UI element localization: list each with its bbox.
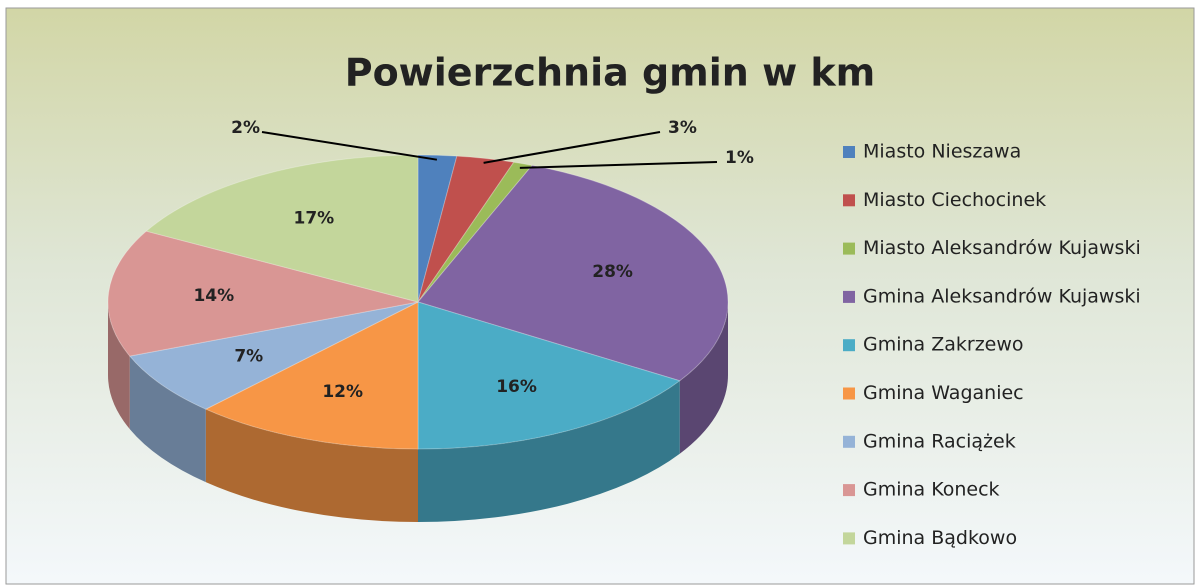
pie-slice — [417, 301, 681, 450]
data-label: 14% — [193, 286, 234, 306]
legend-label: Miasto Ciechocinek — [863, 189, 1046, 211]
legend-label: Miasto Aleksandrów Kujawski — [863, 237, 1141, 259]
pie-slice-side — [679, 302, 728, 454]
pie-slice-side — [205, 409, 418, 522]
data-label: 7% — [234, 347, 263, 367]
leader-line — [261, 131, 438, 161]
pie-slice — [204, 301, 419, 450]
leader-line — [519, 161, 718, 169]
legend-swatch — [843, 387, 855, 400]
legend-label: Gmina Waganiec — [863, 382, 1024, 404]
data-label: 12% — [322, 382, 363, 402]
pie-slice — [417, 161, 534, 303]
pie-slice — [417, 155, 515, 303]
legend-label: Miasto Nieszawa — [863, 141, 1021, 163]
pie-slice — [128, 301, 419, 410]
data-label: 2% — [231, 118, 260, 138]
data-label: 3% — [668, 118, 697, 138]
legend-label: Gmina Aleksandrów Kujawski — [863, 285, 1141, 307]
legend-swatch — [843, 532, 855, 545]
pie-slice — [145, 154, 419, 303]
data-label: 1% — [725, 148, 754, 168]
legend-label: Gmina Koneck — [863, 479, 1000, 501]
legend-swatch — [843, 242, 855, 255]
legend-label: Gmina Bądkowo — [863, 527, 1017, 549]
legend-label: Gmina Zakrzewo — [863, 334, 1024, 356]
chart-title: Powierzchnia gmin w km — [345, 51, 876, 95]
pie-slice-side — [129, 356, 206, 483]
data-label: 16% — [496, 377, 537, 397]
pie-slice — [417, 154, 458, 303]
legend-swatch — [843, 484, 855, 497]
pie-slice-side — [418, 380, 680, 522]
data-label: 17% — [293, 208, 334, 228]
data-label: 28% — [592, 262, 633, 282]
legend-swatch — [843, 194, 855, 207]
legend-swatch — [843, 290, 855, 303]
pie-slice — [417, 164, 729, 382]
pie-slice — [107, 230, 419, 357]
legend-swatch — [843, 435, 855, 448]
legend-swatch — [843, 339, 855, 352]
pie-slice-side — [108, 302, 130, 430]
legend-label: Gmina Raciążek — [863, 430, 1016, 452]
legend-swatch — [843, 146, 855, 158]
leader-line — [483, 131, 661, 164]
